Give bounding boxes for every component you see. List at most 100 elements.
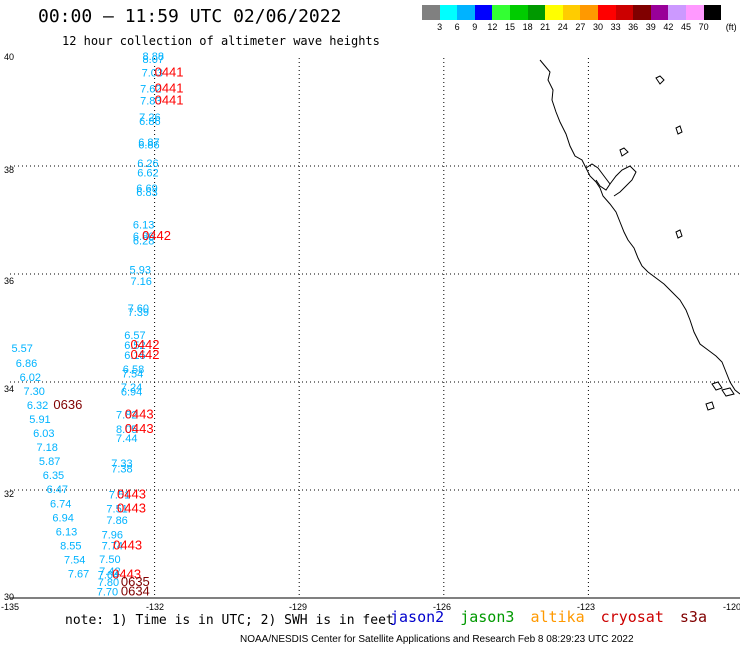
color-scale-legend: [422, 5, 722, 20]
wave-height-label: 6.62: [137, 167, 158, 179]
legend-label: 33: [610, 22, 621, 32]
wave-height-label: 7.44: [116, 433, 137, 445]
satellite-legend: jason2 jason3 altika cryosat s3a: [390, 608, 714, 626]
observation-layer: 8.888.077.037.627.837.266.866.876.866.26…: [11, 51, 183, 598]
legend-label: 6: [454, 22, 460, 32]
wave-height-label: 6.13: [56, 526, 77, 538]
wave-height-label: 8.55: [60, 540, 81, 552]
lon-label: -120: [722, 602, 740, 612]
footnote: note: 1) Time is in UTC; 2) SWH is in fe…: [65, 613, 394, 628]
wave-height-label: 6.86: [138, 140, 159, 152]
wave-height-label: 6.03: [33, 428, 54, 440]
salton-lake: [711, 381, 723, 391]
wave-height-label: 6.52: [124, 340, 145, 352]
legend-swatch: [597, 5, 616, 20]
pass-time-label: 0443: [117, 487, 146, 502]
color-scale-labels: 3 6 9 12 15 18 21 24 27 30 33 36 39 42 45 70 (ft): [422, 22, 740, 34]
wave-height-label: 6.74: [50, 498, 71, 510]
wave-height-label: 6.86: [133, 231, 154, 243]
pass-time-label: 0636: [53, 397, 82, 412]
legend-label: 9: [472, 22, 478, 32]
wave-height-label: 7.83: [140, 95, 161, 107]
pass-time-label: 0443: [117, 501, 146, 516]
wave-height-label: 8.05: [116, 424, 137, 436]
wave-height-label: 7.62: [140, 84, 161, 96]
legend-label: 15: [504, 22, 516, 32]
lat-label: 32: [4, 489, 15, 499]
wave-height-label: 7.96: [102, 530, 123, 542]
mono-lake: [655, 75, 665, 85]
clear-lake: [619, 147, 629, 157]
wave-height-label: 7.18: [37, 442, 58, 454]
wave-height-label: 6.57: [124, 330, 145, 342]
pass-time-label: 0443: [112, 567, 141, 582]
lat-label: 30: [4, 592, 15, 602]
legend-swatch: [633, 5, 651, 20]
wave-height-label: 6.86: [139, 116, 160, 128]
legend-label: 18: [522, 22, 533, 32]
wave-height-label: 6.94: [52, 512, 73, 524]
legend-label: 24: [557, 22, 568, 32]
pass-time-label: 0634: [121, 583, 150, 598]
wave-height-label: 7.26: [139, 112, 160, 124]
legend-swatch: [457, 5, 475, 20]
sat-jason3: jason3: [460, 608, 515, 626]
legend-swatch: [422, 5, 440, 20]
pass-time-label: 0442: [131, 347, 160, 362]
chart-subtitle: 12 hour collection of altimeter wave hei…: [62, 34, 380, 48]
wave-height-label: 8.88: [143, 51, 164, 63]
legend-swatch: [703, 5, 722, 20]
wave-height-label: 6.13: [133, 220, 154, 232]
lon-label: -135: [0, 602, 20, 612]
wave-height-label: 7.64: [98, 570, 119, 582]
pass-time-label: 0443: [125, 421, 154, 436]
sat-altika: altika: [530, 608, 585, 626]
legend-swatch: [668, 5, 686, 20]
lon-label: -132: [145, 602, 165, 612]
legend-label: 12: [487, 22, 498, 32]
pass-time-label: 0443: [125, 407, 154, 422]
wave-height-label: 6.28: [133, 235, 154, 247]
pass-time-label: 0443: [113, 537, 142, 552]
wave-height-label: 6.86: [16, 358, 37, 370]
wave-height-label: 6.26: [137, 158, 158, 170]
wave-height-label: 7.51: [106, 504, 127, 516]
legend-swatch: [545, 5, 563, 20]
legend-swatch: [509, 5, 528, 20]
sat-cryosat: cryosat: [600, 608, 664, 626]
wave-height-label: 7.54: [122, 369, 143, 381]
wave-height-label: 7.80: [98, 577, 119, 589]
wave-height-label: 7.30: [23, 386, 44, 398]
pass-time-label: 0441: [155, 81, 184, 96]
wave-height-label: 7.51: [109, 490, 130, 502]
pass-time-label: 0442: [142, 228, 171, 243]
legend-label: 21: [540, 22, 551, 32]
pass-time-label: 0441: [155, 64, 184, 79]
wave-height-label: 7.50: [99, 554, 120, 566]
island-south: [705, 401, 715, 411]
wave-height-label: 6.02: [20, 372, 41, 384]
legend-swatch: [685, 5, 704, 20]
legend-label: 70: [698, 22, 709, 32]
wave-height-label: 7.42: [99, 566, 120, 578]
legend-label: 3: [437, 22, 443, 32]
lat-label: 34: [4, 384, 15, 394]
wave-height-label: 7.70: [97, 586, 118, 598]
wave-height-label: 5.57: [11, 343, 32, 355]
lat-label: 40: [4, 52, 15, 62]
legend-swatch: [562, 5, 581, 20]
reservoir: [675, 229, 683, 239]
wave-height-label: 5.93: [130, 264, 151, 276]
wave-height-label: 7.74: [102, 540, 123, 552]
lon-label: -129: [288, 602, 308, 612]
legend-swatch: [615, 5, 634, 20]
wave-height-label: 5.87: [39, 456, 60, 468]
pass-time-label: 0442: [131, 337, 160, 352]
legend-swatch: [474, 5, 493, 20]
wave-height-label: 8.07: [143, 54, 164, 66]
channel-island: [721, 387, 735, 397]
wave-height-label: 7.39: [128, 307, 149, 319]
wave-height-label: 7.16: [131, 276, 152, 288]
wave-height-label: 6.15: [124, 350, 145, 362]
